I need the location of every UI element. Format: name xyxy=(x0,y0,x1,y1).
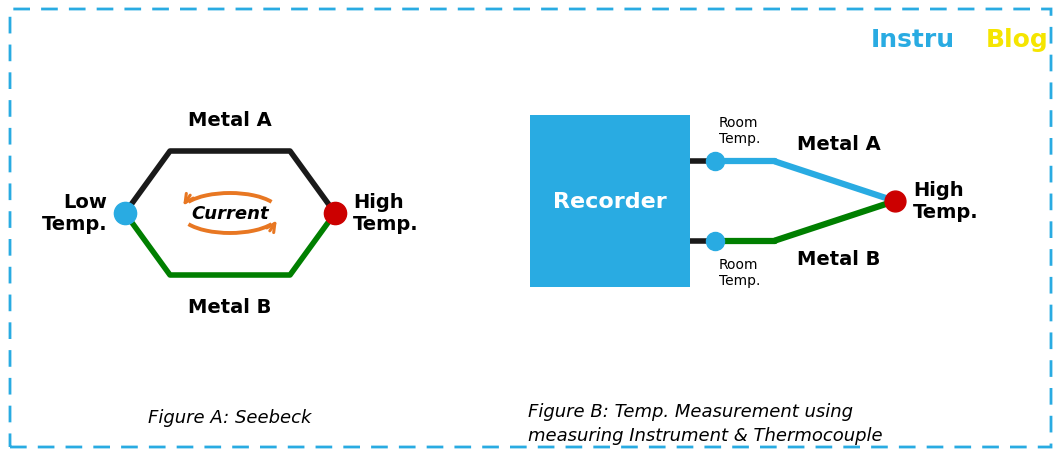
Text: Room
Temp.: Room Temp. xyxy=(719,257,761,287)
Text: Blog: Blog xyxy=(986,28,1048,52)
Text: Metal B: Metal B xyxy=(188,298,272,316)
Text: Recorder: Recorder xyxy=(553,192,667,212)
Text: measuring Instrument & Thermocouple: measuring Instrument & Thermocouple xyxy=(528,426,883,444)
Text: Figure B: Temp. Measurement using: Figure B: Temp. Measurement using xyxy=(528,402,853,420)
Text: Metal A: Metal A xyxy=(188,111,272,130)
Text: Room
Temp.: Room Temp. xyxy=(719,116,761,146)
FancyBboxPatch shape xyxy=(530,116,690,288)
Text: High
Temp.: High Temp. xyxy=(353,193,419,234)
Text: Low
Temp.: Low Temp. xyxy=(41,193,107,234)
Text: Metal A: Metal A xyxy=(797,135,881,154)
Text: High
Temp.: High Temp. xyxy=(914,181,978,222)
Text: Current: Current xyxy=(191,205,268,222)
Text: Metal B: Metal B xyxy=(797,249,881,268)
Text: Instru: Instru xyxy=(871,28,955,52)
Text: Figure A: Seebeck: Figure A: Seebeck xyxy=(149,408,312,426)
